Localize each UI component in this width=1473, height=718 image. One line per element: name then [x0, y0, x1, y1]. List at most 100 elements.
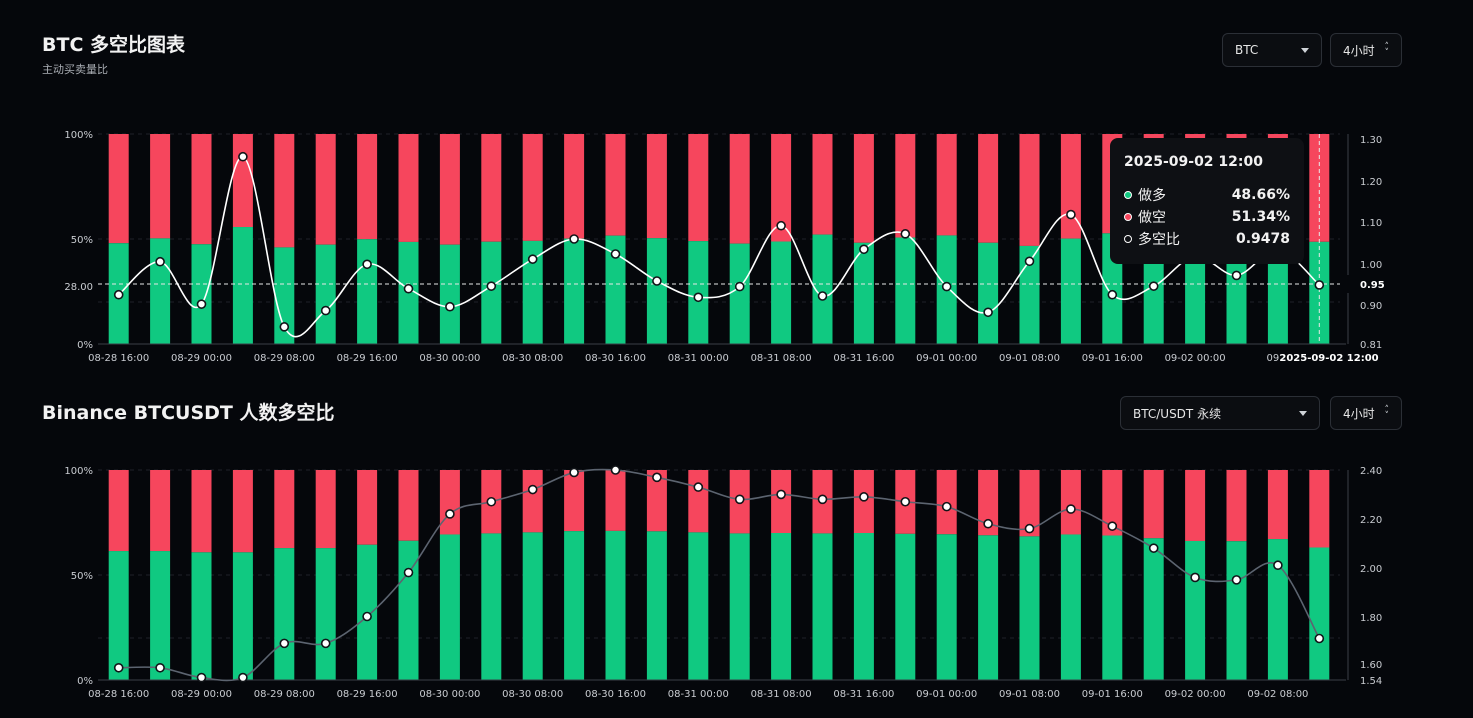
chart1-right-tick-label: 1.30 [1360, 135, 1382, 146]
chart2-ratio-point [403, 567, 414, 578]
chart2-long-bar [481, 533, 502, 680]
chart2-ratio-point [279, 638, 290, 649]
chart1-long-bar [522, 240, 543, 344]
chart2-long-bar [688, 532, 709, 680]
tooltip-short-row: 做空 51.34% [1124, 206, 1290, 228]
chart1-x-tick-label: 09-01 08:00 [999, 353, 1060, 364]
chart2-short-bar [191, 470, 212, 553]
chart2-short-bar [1102, 470, 1123, 536]
chart1-ratio-point [238, 151, 248, 162]
chart2-short-bar [150, 470, 171, 552]
interval-select-2[interactable]: 4小时 ˄ ˅ [1330, 396, 1402, 430]
chart2-ratio-point [1107, 521, 1118, 531]
chart1-ratio-point [1314, 280, 1325, 290]
chart1-x-tick-label: 08-31 08:00 [751, 353, 812, 364]
chart2-right-tick-label: 2.00 [1360, 564, 1382, 575]
chart1-crosshair-x-bg [1279, 348, 1379, 366]
chart2-short-bar [646, 470, 667, 532]
chart2-long-bar [315, 548, 336, 680]
chart2-ratio-point [693, 482, 704, 492]
chart1-long-bar [191, 244, 212, 344]
chart1-x-tick-label: 09-02 00:00 [1165, 353, 1226, 364]
chart2-long-bar [936, 534, 957, 680]
chart1-short-bar [605, 134, 626, 236]
chart2-x-tick-label: 09-01 08:00 [999, 689, 1060, 700]
chart2-ratio-point [1190, 572, 1200, 583]
chart2-ratio-point [486, 496, 497, 507]
chart2-long-bar [1102, 535, 1123, 680]
chart2-long-bar [1143, 538, 1164, 680]
chart2-x-tick-label: 08-28 16:00 [88, 689, 149, 700]
chart1-long-bar [564, 238, 585, 344]
interval-select-1[interactable]: 4小时 ˄ ˅ [1330, 33, 1402, 67]
chart2-x-tick-label: 08-31 16:00 [833, 689, 894, 700]
chart2-long-bar [771, 533, 792, 680]
chart1-ratio-point [900, 229, 911, 239]
chart1-long-bar [1060, 238, 1081, 344]
chart1-ratio-point [279, 322, 290, 332]
chart1-ratio-point [610, 249, 621, 259]
chart1-long-bar [1185, 241, 1206, 344]
chart2-ratio-point [320, 638, 331, 649]
chart1-short-bar [315, 134, 336, 245]
chart2-long-bar [1185, 540, 1206, 680]
chart2-short-bar [357, 470, 378, 545]
chart1-short-bar [646, 134, 667, 239]
chart1-long-bar [1019, 245, 1040, 344]
chart2-short-bar [605, 470, 626, 531]
chart1-ratio-point [1231, 270, 1242, 281]
chart1-ratio-point [569, 234, 579, 244]
chart2-right-tick-label: 1.80 [1360, 613, 1382, 624]
tooltip-short-value: 51.34% [1231, 209, 1290, 225]
chart1-ratio-point [113, 289, 124, 300]
chart1-right-tick-label: 1.20 [1360, 177, 1382, 188]
chart2-short-bar [1060, 470, 1081, 535]
chart1-long-bar [274, 247, 295, 344]
chart1-short-bar [936, 134, 957, 236]
chart1-short-bar [481, 134, 502, 242]
chart2-short-bar [1309, 470, 1330, 548]
chart1-ratio-point [776, 220, 786, 231]
chart1-tooltip: 2025-09-02 12:00 做多 48.66% 做空 51.34% 多空比… [1110, 138, 1304, 264]
chart1-short-bar [1019, 134, 1040, 246]
coin-select[interactable]: BTC [1222, 33, 1322, 67]
chart2-ratio-point [1273, 560, 1283, 571]
chart1-short-bar [398, 134, 419, 242]
pair-select[interactable]: BTC/USDT 永续 [1120, 396, 1320, 430]
chart2-short-bar [315, 470, 336, 549]
tooltip-ratio-value: 0.9478 [1235, 231, 1290, 247]
chart2-ratio-point [1314, 633, 1325, 644]
chart1-short-bar [729, 134, 750, 244]
chart1-short-bar [232, 134, 253, 228]
chart2-x-tick-label: 09-01 16:00 [1082, 689, 1143, 700]
chart2-long-bar [1060, 534, 1081, 680]
chart2-x-tick-label: 09-02 08:00 [1247, 689, 1308, 700]
chart1-ratio-point [983, 307, 993, 318]
chart1-ratio-point [1066, 209, 1076, 220]
chart1-long-bar [978, 242, 999, 344]
tooltip-time: 2025-09-02 12:00 [1124, 154, 1263, 170]
chart1-ratio-point [941, 281, 952, 292]
ratio-dot-icon [1124, 235, 1132, 243]
chart2-title: Binance BTCUSDT 人数多空比 [42, 402, 335, 424]
updown-chevron-icon: ˄ ˅ [1384, 42, 1390, 58]
chart2-x-tick-label: 08-29 00:00 [171, 689, 232, 700]
chart1-short-bar [895, 134, 916, 238]
chart2-long-bar [191, 552, 212, 680]
chart2-x-tick-label: 08-30 00:00 [419, 689, 480, 700]
chart1-long-bar [439, 244, 460, 344]
chart2-long-bar [978, 535, 999, 680]
chart1-short-bar [522, 134, 543, 241]
chart2-right-tick-label: 2.20 [1360, 515, 1382, 526]
chart2-left-tick-label: 0% [77, 676, 93, 687]
chart1-long-bar [1267, 241, 1288, 344]
updown-chevron-icon: ˄ ˅ [1384, 405, 1390, 421]
chart1-ratio-point [1148, 281, 1159, 291]
chart2-right-tick-label: 1.54 [1360, 676, 1382, 687]
chart2-long-bar [1267, 539, 1288, 680]
chart1-x-tick-label: 08-29 08:00 [254, 353, 315, 364]
chart2-ratio-point [196, 672, 207, 683]
chart2-long-bar [274, 548, 295, 680]
chart1-crosshair-x-label: 2025-09-02 12:00 [1279, 353, 1378, 364]
